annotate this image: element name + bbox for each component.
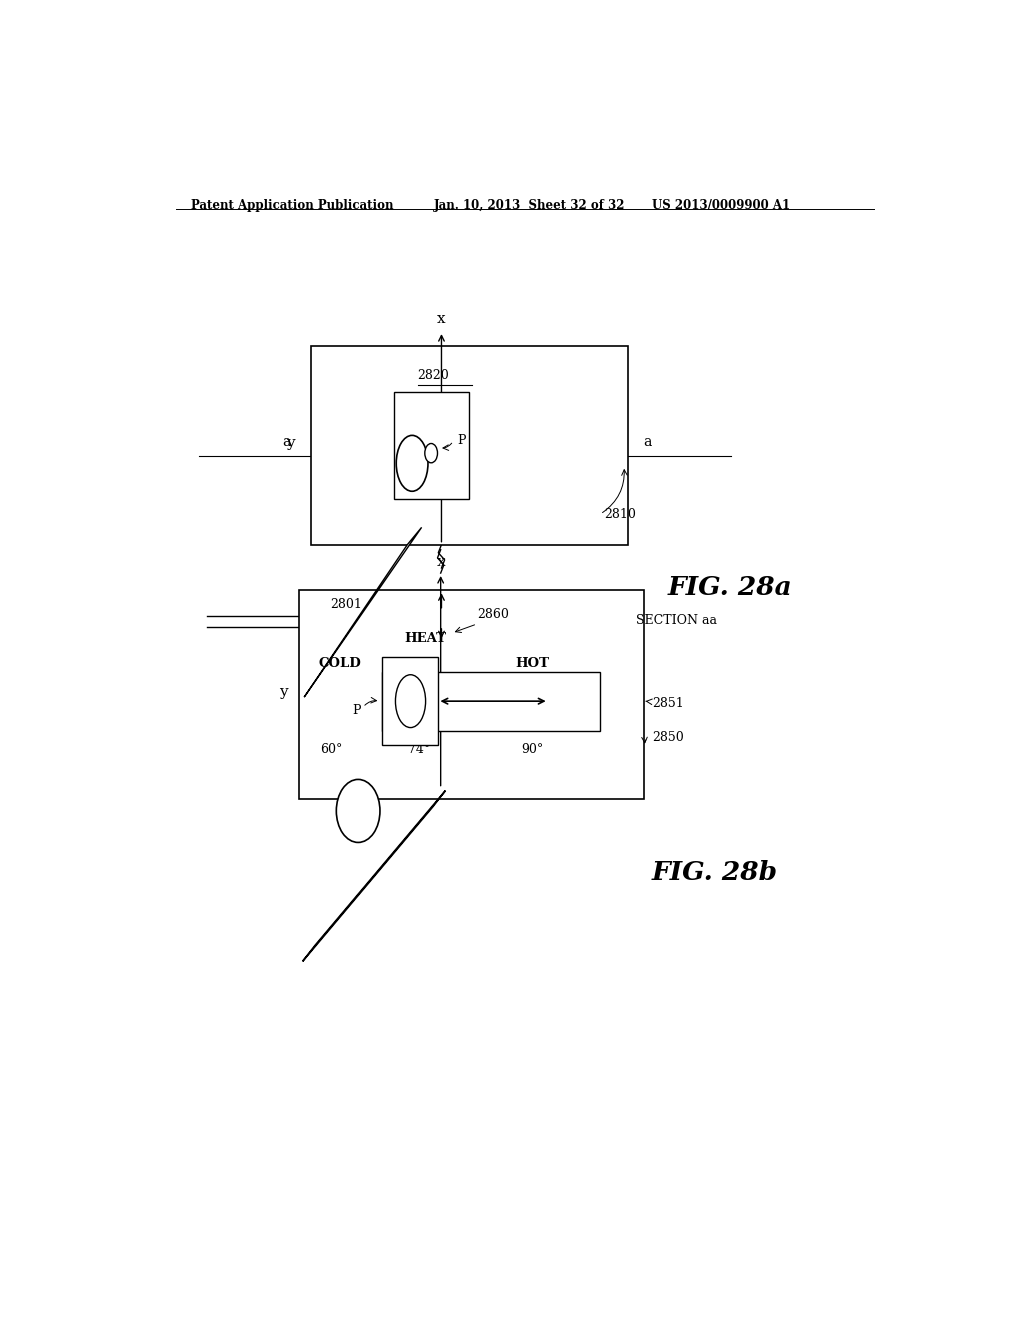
Text: 2810: 2810	[604, 508, 636, 520]
Text: 2820: 2820	[418, 370, 450, 381]
Polygon shape	[303, 791, 445, 961]
Bar	[310, 346, 628, 545]
Polygon shape	[304, 528, 422, 697]
Bar	[382, 657, 437, 744]
Text: SECTION aa: SECTION aa	[636, 614, 717, 627]
Text: y: y	[280, 685, 288, 700]
Ellipse shape	[396, 436, 428, 491]
Text: Patent Application Publication: Patent Application Publication	[191, 199, 394, 213]
Text: x: x	[436, 554, 445, 569]
Text: 2851: 2851	[652, 697, 684, 710]
Ellipse shape	[395, 675, 426, 727]
Text: FIG. 28b: FIG. 28b	[652, 859, 778, 884]
Text: FIG. 28a: FIG. 28a	[668, 576, 793, 601]
Bar	[299, 590, 644, 799]
Text: P: P	[458, 434, 466, 447]
Ellipse shape	[425, 444, 437, 463]
Bar	[394, 392, 469, 499]
Text: US 2013/0009900 A1: US 2013/0009900 A1	[652, 199, 790, 213]
Text: 60°: 60°	[319, 743, 342, 756]
Text: a: a	[644, 436, 652, 449]
Text: HOT: HOT	[515, 657, 549, 671]
Text: HEAT: HEAT	[404, 632, 446, 644]
Text: P: P	[352, 704, 360, 717]
Text: COLD: COLD	[318, 657, 361, 671]
Text: x: x	[437, 312, 445, 326]
Text: 2850: 2850	[652, 731, 684, 744]
Text: 2801: 2801	[331, 598, 362, 611]
Text: y: y	[287, 436, 295, 450]
Bar	[382, 672, 600, 731]
Ellipse shape	[336, 779, 380, 842]
Text: 90°: 90°	[521, 743, 544, 756]
Text: a: a	[283, 436, 291, 449]
Text: 74°: 74°	[409, 743, 430, 756]
Text: Jan. 10, 2013  Sheet 32 of 32: Jan. 10, 2013 Sheet 32 of 32	[433, 199, 625, 213]
Text: 2860: 2860	[477, 609, 509, 620]
